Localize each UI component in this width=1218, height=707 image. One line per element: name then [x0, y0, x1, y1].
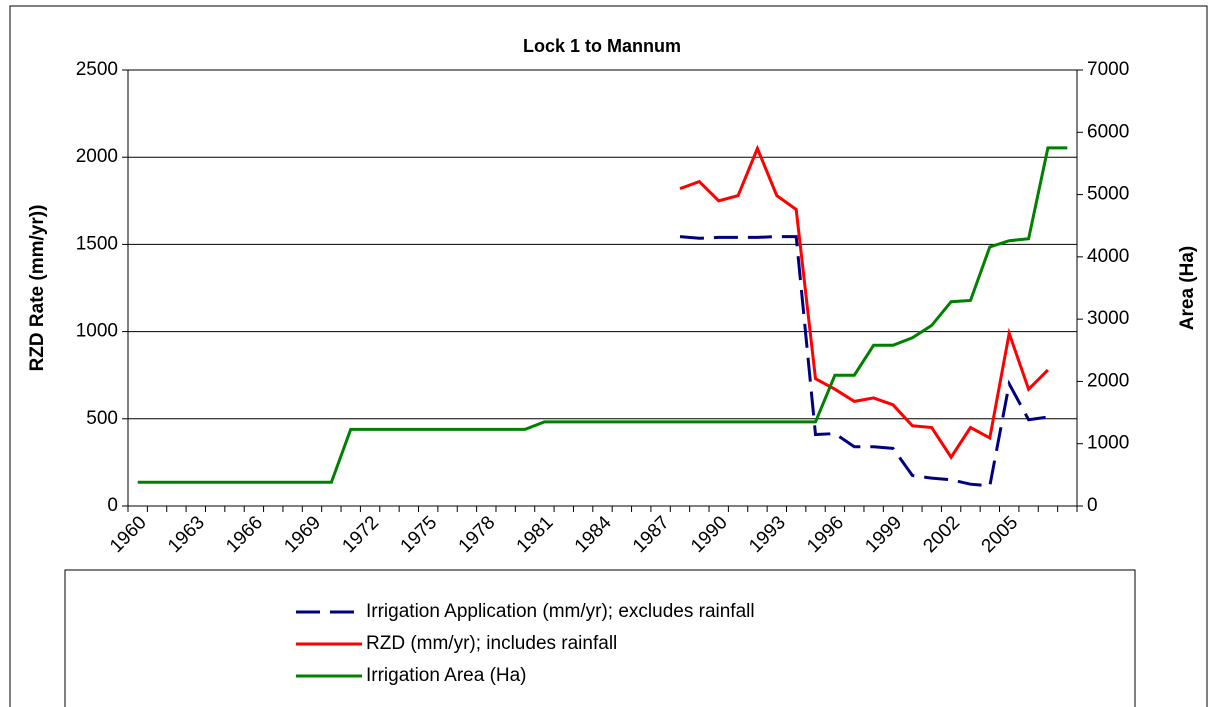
- y2-tick-label: 4000: [1087, 246, 1129, 267]
- y-axis-label: RZD Rate (mm/yr)): [27, 205, 48, 372]
- legend-label: RZD (mm/yr); includes rainfall: [366, 633, 617, 654]
- data-line: [679, 144, 1049, 460]
- y2-tick-label: 2000: [1087, 370, 1129, 391]
- y2-tick-label: 3000: [1087, 308, 1129, 329]
- y2-tick-label: 0: [1087, 495, 1098, 516]
- legend-box: [64, 569, 1136, 707]
- y-tick-label: 500: [86, 408, 118, 429]
- legend-label: Irrigation Application (mm/yr); excludes…: [366, 601, 755, 622]
- y-tick-label: 1000: [76, 321, 118, 342]
- legend-label: Irrigation Area (Ha): [366, 665, 527, 686]
- y2-tick-label: 5000: [1087, 184, 1129, 205]
- y2-tick-label: 6000: [1087, 121, 1129, 142]
- y-tick-label: 2000: [76, 146, 118, 167]
- y-tick-label: 1500: [76, 233, 118, 254]
- y2-tick-label: 7000: [1087, 59, 1129, 80]
- chart-title: Lock 1 to Mannum: [523, 36, 681, 56]
- y2-axis-label: Area (Ha): [1177, 246, 1198, 330]
- data-line: [137, 146, 1068, 484]
- y-tick-label: 0: [107, 495, 118, 516]
- y2-tick-label: 1000: [1087, 433, 1129, 454]
- y-tick-label: 2500: [76, 59, 118, 80]
